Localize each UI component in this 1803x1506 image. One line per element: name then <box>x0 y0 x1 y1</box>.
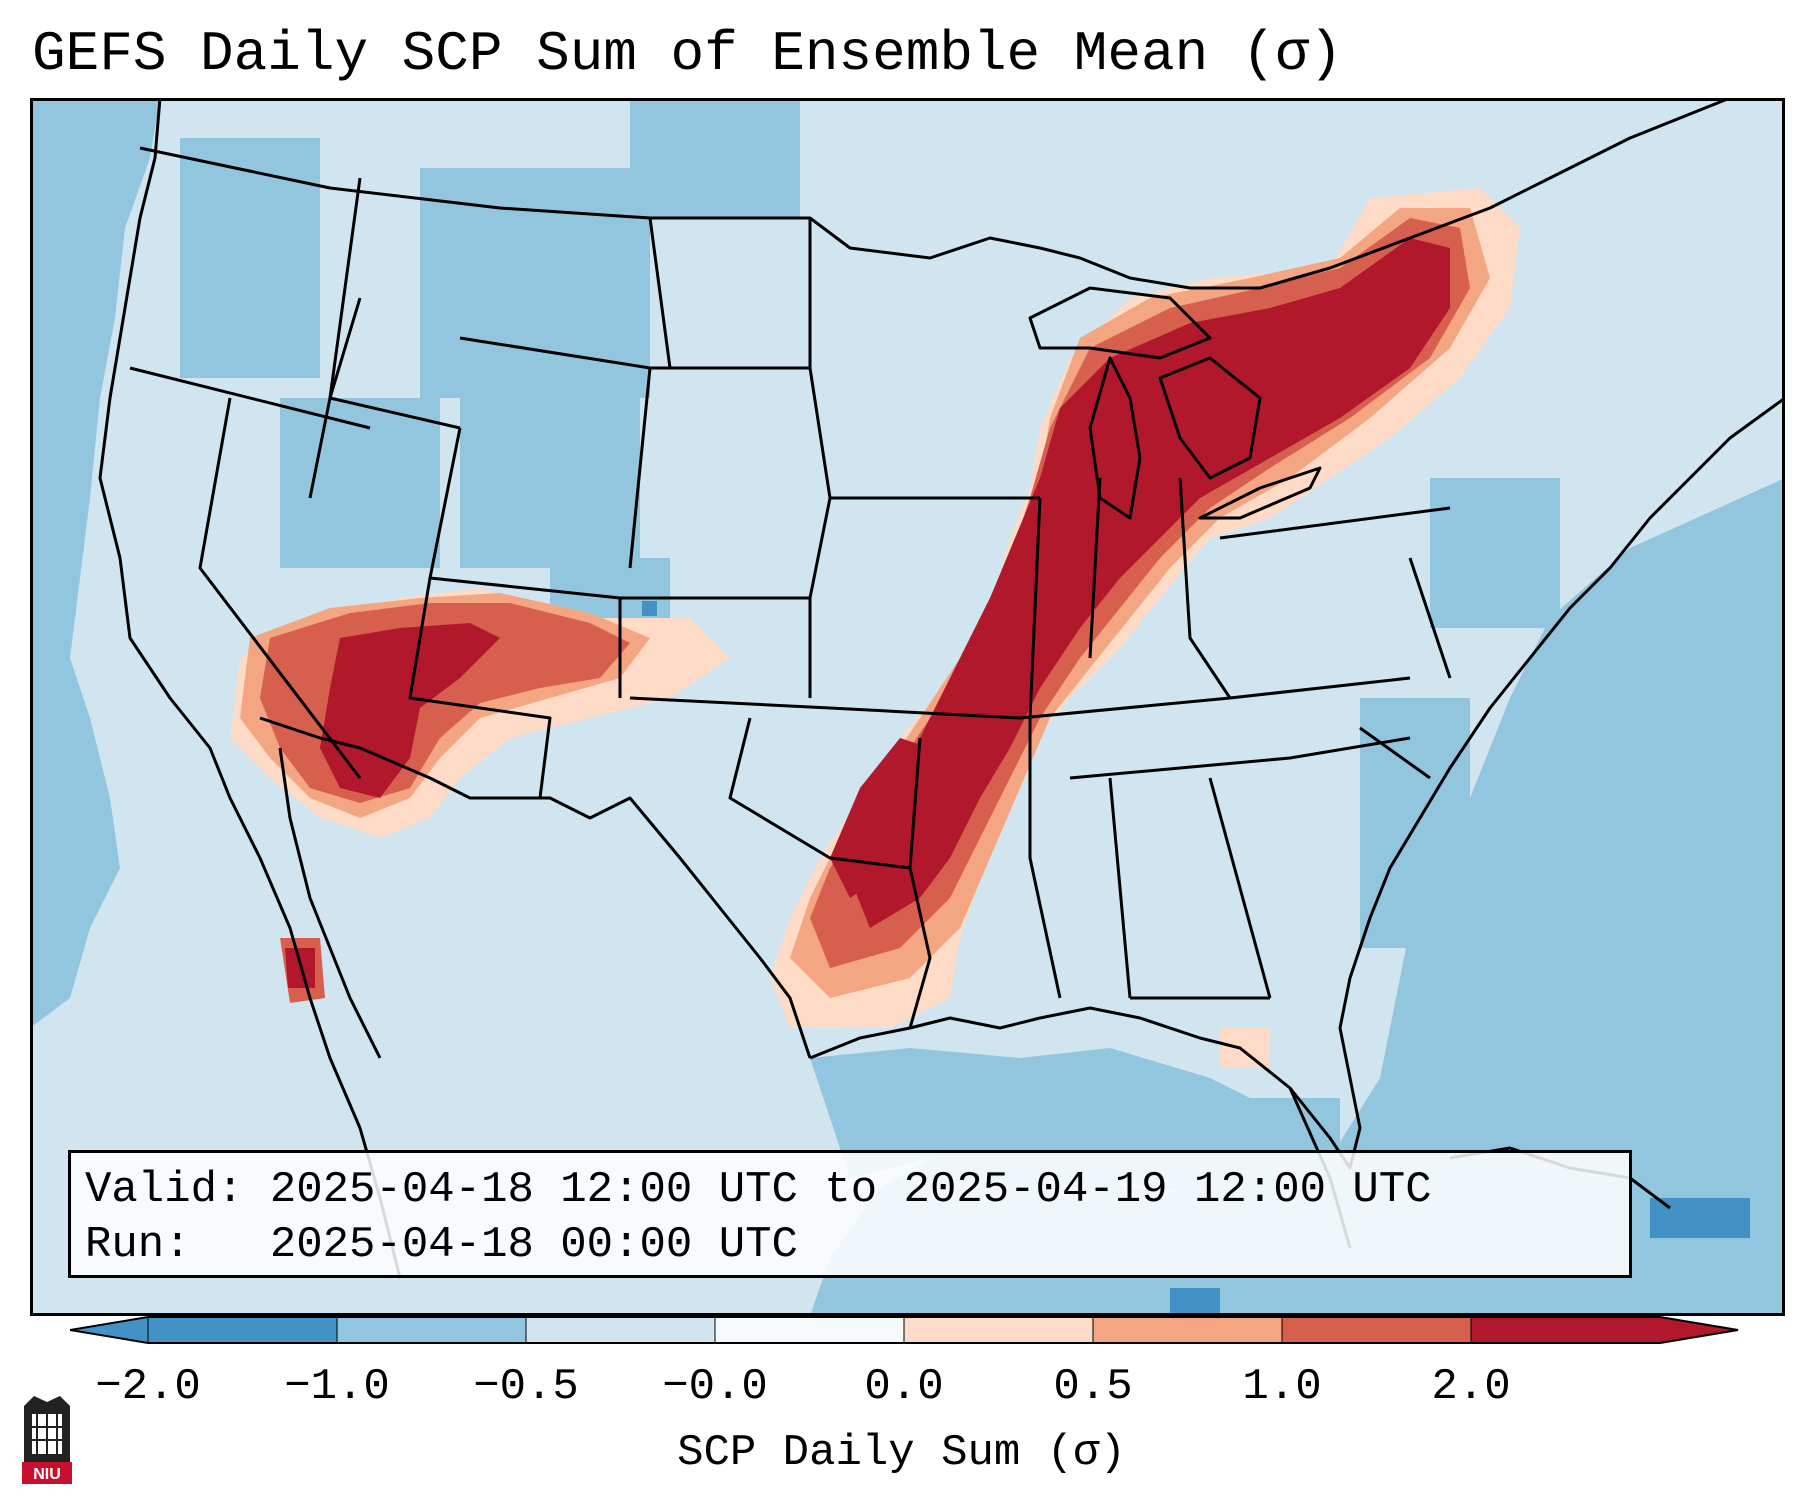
colorbar-tick-label: 1.0 <box>1242 1362 1322 1412</box>
colorbar-segment <box>1093 1317 1283 1343</box>
west-coast <box>98 98 402 1279</box>
colorbar-segment <box>148 1317 338 1343</box>
state-line-2 <box>129 366 371 430</box>
colorbar-segment <box>904 1317 1094 1343</box>
colorbar-tick-label: 0.5 <box>1053 1362 1133 1412</box>
state-line-22 <box>728 717 922 870</box>
state-line-5 <box>408 427 552 799</box>
state-line-19 <box>1108 777 1132 999</box>
pacific-ocean <box>30 98 160 1028</box>
colorbar-tick-label: 2.0 <box>1431 1362 1511 1412</box>
state-line-25 <box>1359 726 1431 780</box>
colorbar-tick-label: −1.0 <box>284 1362 390 1412</box>
atlantic-ocean <box>810 478 1785 1316</box>
colorbar <box>70 1316 1739 1344</box>
state-line-17 <box>1219 506 1451 540</box>
lake-huron <box>1158 356 1262 480</box>
colorbar-label: SCP Daily Sum (σ) <box>677 1428 1126 1478</box>
colorbar-tick-label: 0.0 <box>864 1362 944 1412</box>
state-line-23 <box>908 867 932 1029</box>
state-line-12 <box>629 676 1411 720</box>
colorbar-segment <box>526 1317 716 1343</box>
state-line-20 <box>1208 777 1272 999</box>
colorbar-tick-label: −0.5 <box>473 1362 579 1412</box>
colorbar-segment <box>715 1317 905 1343</box>
blue-patches <box>180 98 1560 1218</box>
state-line-10 <box>648 217 672 369</box>
state-line-15 <box>1088 477 1102 659</box>
scp-high-region <box>285 238 1450 988</box>
baja <box>278 747 382 1059</box>
state-line-4 <box>328 297 461 430</box>
state-line-26 <box>1408 557 1452 679</box>
colorbar-segment <box>1471 1317 1661 1343</box>
state-line-18 <box>1028 718 1062 999</box>
lake-superior <box>1028 286 1212 360</box>
gulf-coast <box>809 396 1785 1170</box>
map-frame <box>30 98 1785 1316</box>
lake-erie <box>1198 466 1322 520</box>
boundaries <box>98 98 1785 1279</box>
state-line-14 <box>1028 497 1042 719</box>
colorbar-segment <box>337 1317 527 1343</box>
scp-map <box>30 98 1785 1316</box>
niu-logo: NIU <box>22 1396 72 1484</box>
valid-time: Valid: 2025-04-18 12:00 UTC to 2025-04-1… <box>85 1165 1432 1215</box>
colorbar-tick-label: −2.0 <box>95 1362 201 1412</box>
mexico-border <box>259 716 812 1059</box>
colorbar-segment <box>1282 1317 1472 1343</box>
map-title: GEFS Daily SCP Sum of Ensemble Mean (σ) <box>32 22 1343 86</box>
state-line-9 <box>650 366 832 599</box>
state-line-3 <box>198 397 362 779</box>
colorbar-outline <box>70 1316 1739 1344</box>
colorbar-extend-high <box>1660 1317 1738 1343</box>
info-box: Valid: 2025-04-18 12:00 UTC to 2025-04-1… <box>68 1150 1632 1278</box>
state-line-16 <box>1178 477 1232 699</box>
great-lakes-north <box>1039 98 1731 290</box>
run-time: Run: 2025-04-18 00:00 UTC <box>85 1220 798 1270</box>
colorbar-tick-label: −0.0 <box>662 1362 768 1412</box>
logo-text: NIU <box>33 1466 61 1483</box>
lake-michigan <box>1088 356 1142 520</box>
colorbar-extend-low <box>70 1317 148 1343</box>
state-line-21 <box>1069 736 1411 780</box>
